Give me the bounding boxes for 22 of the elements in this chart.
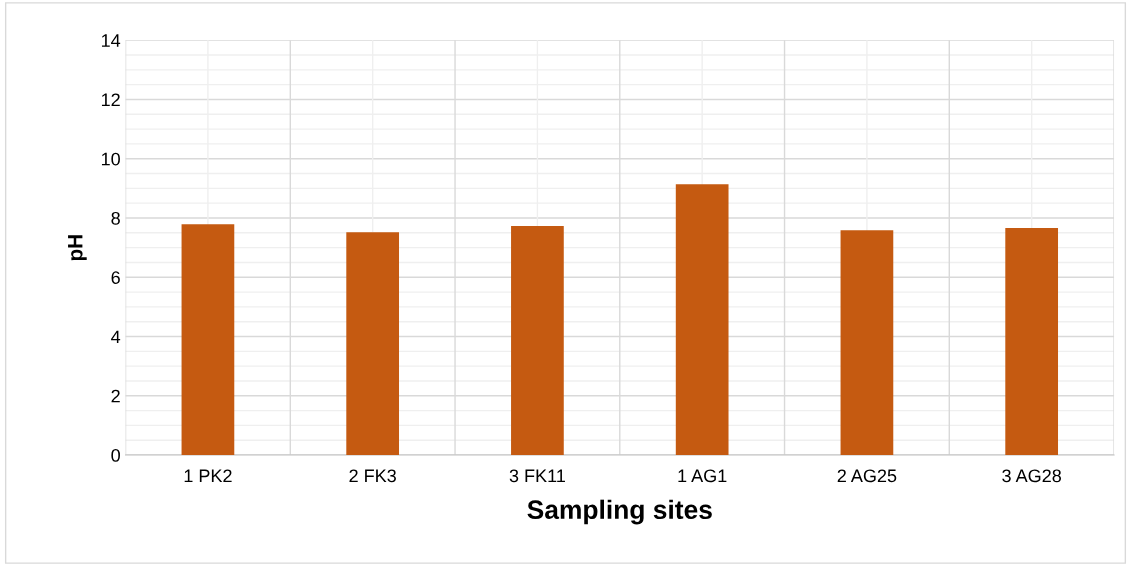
bar: [675, 184, 729, 456]
bar: [1005, 228, 1059, 456]
y-axis-title: pH: [68, 235, 87, 261]
x-tick-label: 1 AG1: [678, 469, 727, 483]
y-tick-label: 10: [101, 152, 120, 166]
bar: [840, 230, 894, 456]
x-tick-label: 1 PK2: [184, 469, 232, 483]
y-tick-label: 4: [111, 330, 121, 344]
x-tick-label: 3 FK11: [509, 469, 565, 483]
y-tick-label: 12: [101, 93, 120, 106]
y-tick-label: 6: [111, 271, 120, 284]
x-tick-label: 2 AG25: [837, 469, 897, 483]
x-tick-label: 2 FK3: [349, 469, 396, 483]
x-tick-label: 3 AG28: [1002, 469, 1061, 483]
y-tick-label: 0: [111, 449, 120, 462]
bar: [511, 225, 564, 456]
bar: [346, 232, 400, 456]
bar: [181, 224, 235, 456]
x-axis-title: Sampling sites: [527, 499, 712, 525]
y-tick-label: 8: [111, 211, 120, 225]
y-tick-label: 2: [111, 389, 120, 403]
y-tick-label: 14: [101, 34, 121, 47]
